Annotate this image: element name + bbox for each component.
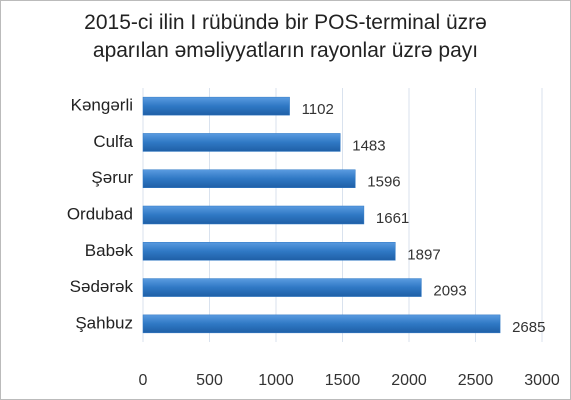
- bar: [142, 205, 365, 225]
- value-label: 1661: [376, 210, 409, 227]
- value-label: 2685: [512, 319, 545, 336]
- x-tick-label: 0: [139, 372, 148, 389]
- bar: [142, 96, 290, 116]
- y-tick-label: Sədərək: [70, 277, 134, 296]
- x-tick-label: 2000: [391, 372, 427, 389]
- x-tick-label: 1500: [325, 372, 361, 389]
- bar: [142, 169, 356, 188]
- value-label: 2093: [433, 283, 466, 300]
- value-label: 1102: [302, 101, 334, 118]
- y-tick-label: Babək: [85, 241, 134, 260]
- x-tick-label: 1000: [258, 372, 294, 389]
- bar: [142, 278, 422, 297]
- chart-title: 2015-ci ilin I rübündə bir POS-terminal …: [84, 11, 487, 62]
- x-tick-label: 2500: [458, 372, 494, 389]
- y-tick-label: Culfa: [93, 132, 133, 151]
- x-tick-label: 3000: [524, 372, 560, 389]
- x-tick-label: 500: [196, 372, 223, 389]
- value-label: 1596: [367, 174, 400, 191]
- value-label: 1483: [352, 137, 385, 154]
- bar: [142, 133, 341, 152]
- bar: [142, 314, 501, 334]
- y-tick-label: Şərur: [91, 168, 133, 187]
- value-label: 1897: [407, 246, 440, 263]
- y-tick-label: Ordubad: [67, 204, 133, 223]
- y-tick-label: Kəngərli: [71, 96, 133, 115]
- bar: [142, 242, 396, 261]
- y-tick-label: Şahbuz: [75, 313, 133, 332]
